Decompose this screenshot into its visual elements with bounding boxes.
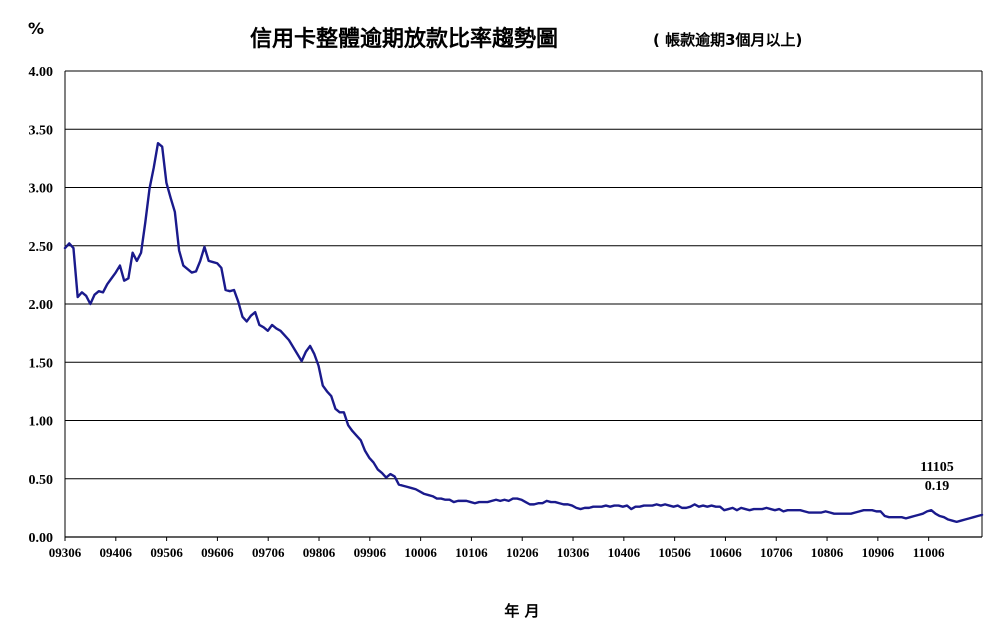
x-tick-label: 09906 bbox=[354, 545, 387, 560]
y-tick-label: 3.00 bbox=[29, 182, 54, 197]
x-tick-label: 09706 bbox=[252, 545, 285, 560]
y-tick-label: 1.50 bbox=[29, 356, 54, 371]
x-tick-label: 10506 bbox=[658, 545, 691, 560]
y-tick-label: 3.50 bbox=[29, 123, 54, 138]
x-tick-label: 09806 bbox=[303, 545, 336, 560]
x-tick-label: 10006 bbox=[404, 545, 437, 560]
x-tick-label: 10706 bbox=[760, 545, 793, 560]
x-tick-label: 10206 bbox=[506, 545, 539, 560]
x-axis-label: 年 月 bbox=[504, 602, 539, 620]
series-lines bbox=[63, 142, 984, 524]
unit-label: % bbox=[28, 19, 44, 38]
annotation-period: 11105 bbox=[920, 460, 953, 475]
y-tick-label: 2.00 bbox=[29, 298, 54, 313]
x-axis-ticks: 09306 09406 09506 09606 09706 09806 09906 10006… bbox=[49, 537, 945, 560]
y-tick-label: 1.00 bbox=[29, 415, 54, 430]
x-tick-label: 11006 bbox=[913, 545, 945, 560]
x-tick-label: 10106 bbox=[455, 545, 488, 560]
y-tick-label: 0.00 bbox=[29, 531, 54, 546]
x-tick-label: 10406 bbox=[608, 545, 641, 560]
annotation-value: 0.19 bbox=[925, 479, 950, 494]
x-tick-label: 09406 bbox=[100, 545, 133, 560]
y-tick-label: 4.00 bbox=[29, 65, 54, 80]
grid-lines bbox=[65, 70, 982, 538]
x-tick-label: 09606 bbox=[201, 545, 234, 560]
x-tick-label: 10606 bbox=[709, 545, 742, 560]
series-line bbox=[63, 142, 984, 524]
y-axis-ticks: 0.00 0.50 1.00 1.50 2.00 2.50 3.00 3.50 4.00 bbox=[29, 65, 54, 546]
chart-title: 信用卡整體逾期放款比率趨勢圖 bbox=[250, 26, 558, 52]
x-tick-label: 10906 bbox=[862, 545, 895, 560]
y-tick-label: 0.50 bbox=[29, 473, 54, 488]
x-tick-label: 10806 bbox=[811, 545, 844, 560]
y-tick-label: 2.50 bbox=[29, 240, 54, 255]
chart-subtitle: ( 帳款逾期3個月以上) bbox=[653, 31, 802, 49]
x-tick-label: 10306 bbox=[557, 545, 590, 560]
x-tick-label: 09506 bbox=[150, 545, 183, 560]
x-tick-label: 09306 bbox=[49, 545, 82, 560]
